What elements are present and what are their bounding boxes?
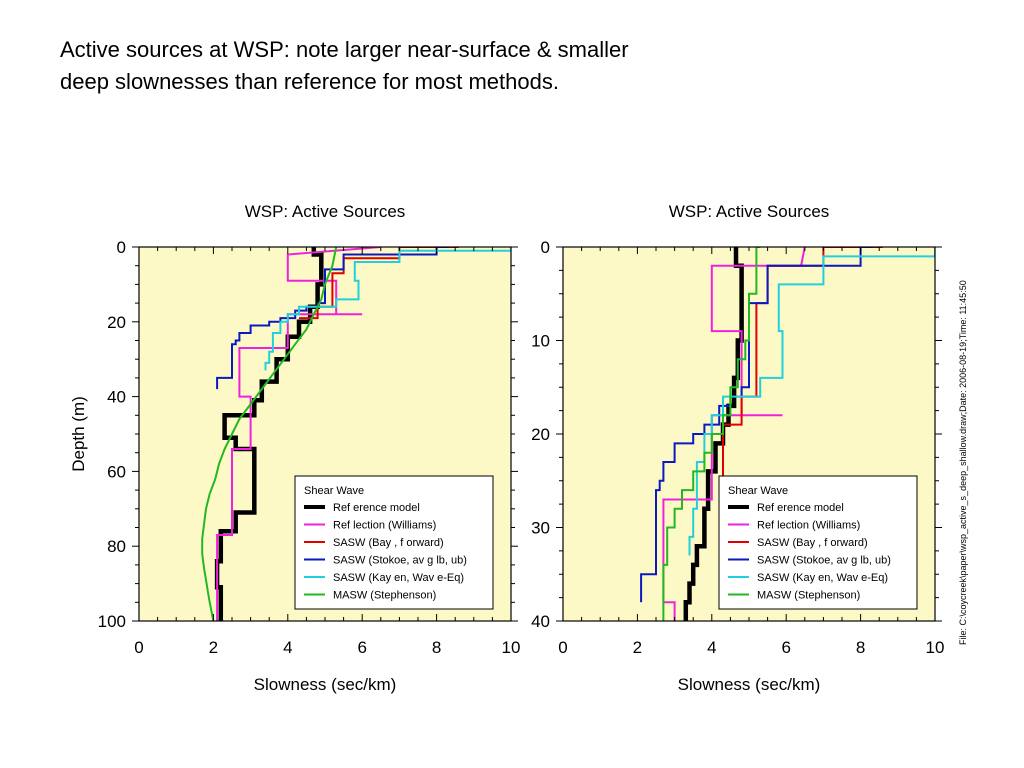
x-tick-label: 4: [283, 638, 292, 657]
series-line-sasw_kayen: [688, 247, 935, 556]
y-tick-label: 80: [107, 537, 126, 556]
slide-title: Active sources at WSP: note larger near-…: [60, 34, 780, 98]
chart-title: WSP: Active Sources: [669, 202, 830, 221]
legend-label-masw: MASW (Stephenson): [757, 590, 860, 602]
x-tick-label: 2: [633, 638, 642, 657]
legend-label-sasw_stokoe: SASW (Stokoe, av g lb, ub): [333, 555, 467, 567]
legend-label-reflection: Ref lection (Williams): [757, 520, 860, 532]
slide-title-line-1: Active sources at WSP: note larger near-…: [60, 37, 629, 62]
y-tick-label: 0: [541, 238, 550, 257]
x-tick-label: 0: [134, 638, 143, 657]
legend-label-sasw_bay: SASW (Bay , f orward): [757, 537, 868, 549]
y-tick-label: 40: [531, 612, 550, 631]
series-line-reference: [683, 247, 744, 621]
legend-label-reflection: Ref lection (Williams): [333, 520, 436, 532]
y-tick-label: 30: [531, 519, 550, 538]
x-tick-label: 8: [856, 638, 865, 657]
legend-box: [294, 475, 494, 610]
series-line-sasw_kayen: [264, 247, 511, 371]
x-tick-label: 2: [209, 638, 218, 657]
legend: Shear Wave Ref erence model Ref lection (W…: [294, 475, 494, 610]
legend-label-sasw_bay: SASW (Bay , f orward): [333, 537, 444, 549]
y-tick-label: 10: [531, 332, 550, 351]
series-line-sasw_stokoe: [216, 247, 448, 390]
x-tick-label: 10: [926, 638, 945, 657]
legend-title: Shear Wave: [728, 485, 788, 497]
x-tick-label: 10: [502, 638, 521, 657]
x-tick-label: 8: [432, 638, 441, 657]
y-tick-label: 20: [531, 425, 550, 444]
x-tick-label: 0: [558, 638, 567, 657]
y-tick-label: 20: [107, 313, 126, 332]
legend-label-sasw_kayen: SASW (Kay en, Wav e-Eq): [757, 572, 888, 584]
series-line-masw: [662, 247, 761, 621]
legend-label-reference: Ref erence model: [757, 502, 844, 514]
legend-label-sasw_kayen: SASW (Kay en, Wav e-Eq): [333, 572, 464, 584]
chart-panel-2: 0 2 4 6 8 10 0 10 20 30 40 WSP: Active Sources Slown…: [531, 202, 944, 694]
slide-title-line-2: deep slownesses than reference for most …: [60, 69, 559, 94]
legend-label-reference: Ref erence model: [333, 502, 420, 514]
legend-title: Shear Wave: [304, 485, 364, 497]
y-axis-label: Depth (m): [69, 396, 88, 472]
series-group: [201, 247, 511, 621]
series-line-masw: [201, 247, 338, 621]
x-tick-label: 4: [707, 638, 716, 657]
x-axis-label: Slowness (sec/km): [254, 675, 397, 694]
series-line-sasw_stokoe: [640, 247, 872, 603]
y-tick-label: 0: [117, 238, 126, 257]
chart-title: WSP: Active Sources: [245, 202, 406, 221]
file-path-label: File: C:\coycreek\paper\wsp_active_s_dee…: [958, 280, 968, 645]
legend-box: [718, 475, 918, 610]
y-tick-label: 100: [98, 612, 126, 631]
legend-label-sasw_stokoe: SASW (Stokoe, av g lb, ub): [757, 555, 891, 567]
series-line-reflection: [216, 247, 381, 621]
legend: Shear Wave Ref erence model Ref lection (W…: [718, 475, 918, 610]
y-tick-label: 40: [107, 388, 126, 407]
x-tick-label: 6: [781, 638, 790, 657]
series-group: [640, 247, 935, 621]
y-tick-label: 60: [107, 462, 126, 481]
x-axis-label: Slowness (sec/km): [678, 675, 821, 694]
x-tick-label: 6: [357, 638, 366, 657]
legend-label-masw: MASW (Stephenson): [333, 590, 436, 602]
